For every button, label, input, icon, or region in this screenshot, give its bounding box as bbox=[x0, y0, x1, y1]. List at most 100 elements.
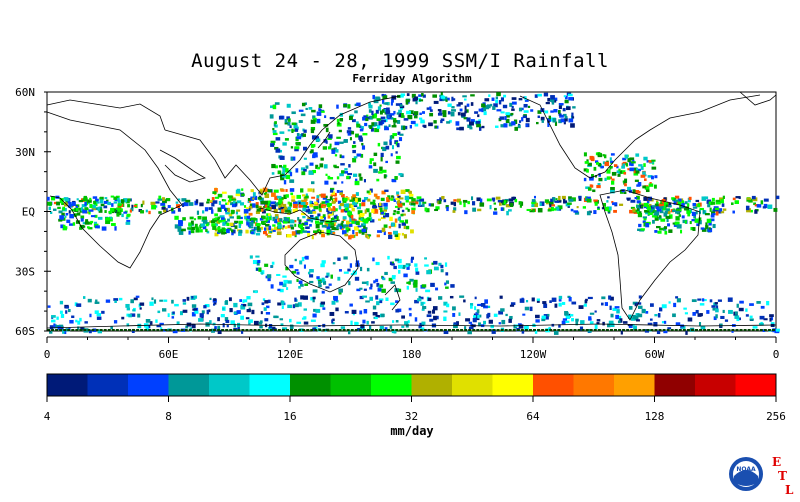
rain-cell bbox=[672, 209, 676, 212]
rain-cell bbox=[494, 125, 499, 128]
lat-label: EQ bbox=[22, 206, 35, 219]
rain-cell bbox=[260, 270, 265, 275]
rain-cell bbox=[164, 208, 168, 212]
rain-cell bbox=[711, 197, 715, 202]
rain-cell bbox=[589, 312, 595, 315]
rain-cell bbox=[270, 143, 275, 147]
rain-cell bbox=[692, 227, 696, 231]
rain-cell bbox=[310, 297, 313, 301]
rain-cell bbox=[265, 223, 270, 227]
rain-cell bbox=[238, 216, 243, 220]
rain-cell bbox=[225, 329, 229, 332]
rain-cell bbox=[384, 206, 388, 210]
rain-cell bbox=[69, 319, 74, 324]
rain-cell bbox=[96, 313, 102, 317]
rain-cell bbox=[575, 318, 579, 322]
rain-cell bbox=[278, 165, 282, 168]
rain-cell bbox=[233, 302, 238, 308]
rain-cell bbox=[658, 329, 662, 332]
rain-cell bbox=[214, 193, 217, 196]
rain-cell bbox=[455, 121, 460, 126]
rain-cell bbox=[408, 190, 412, 194]
rain-cell bbox=[695, 199, 700, 202]
rain-cell bbox=[511, 97, 517, 100]
rain-cell bbox=[510, 112, 514, 116]
rain-cell bbox=[93, 201, 98, 207]
rain-cell bbox=[642, 329, 646, 332]
rain-cell bbox=[343, 103, 347, 108]
rain-cell bbox=[339, 225, 342, 230]
rain-cell bbox=[301, 194, 306, 197]
rain-cell bbox=[310, 149, 314, 153]
rain-cell bbox=[559, 114, 564, 118]
rain-cell bbox=[662, 227, 667, 231]
rain-cell bbox=[622, 163, 626, 168]
rain-cell bbox=[86, 226, 90, 229]
rain-cell bbox=[523, 103, 528, 108]
rain-cell bbox=[85, 197, 88, 202]
rain-cell bbox=[556, 200, 562, 203]
rain-cell bbox=[557, 110, 561, 115]
rain-cell bbox=[126, 219, 131, 223]
rain-cell bbox=[709, 207, 712, 212]
rain-cell bbox=[52, 208, 57, 211]
rain-cell bbox=[691, 211, 695, 217]
rain-cell bbox=[630, 324, 635, 327]
rain-cell bbox=[361, 230, 365, 235]
rain-cell bbox=[257, 259, 261, 264]
rain-cell bbox=[484, 329, 488, 332]
rain-cell bbox=[700, 227, 705, 230]
rain-cell bbox=[607, 196, 610, 199]
rain-cell bbox=[257, 226, 260, 231]
rain-cell bbox=[618, 168, 621, 172]
rain-cell bbox=[94, 310, 99, 314]
rain-cell bbox=[373, 162, 377, 167]
rain-cell bbox=[433, 100, 439, 104]
rain-cell bbox=[211, 328, 215, 333]
rain-cell bbox=[630, 329, 634, 332]
rain-cell bbox=[362, 218, 367, 223]
rain-cell bbox=[336, 136, 341, 139]
rain-cell bbox=[463, 202, 466, 208]
colorbar-swatch bbox=[573, 374, 614, 396]
rain-cell bbox=[105, 217, 111, 220]
rain-cell bbox=[329, 196, 333, 200]
rain-cell bbox=[548, 326, 551, 330]
rain-cell bbox=[548, 115, 552, 120]
rain-cell bbox=[391, 275, 396, 278]
rain-cell bbox=[116, 213, 120, 217]
rain-cell bbox=[125, 303, 130, 308]
rain-cell bbox=[348, 235, 352, 240]
rain-cell bbox=[440, 95, 446, 99]
rain-cell bbox=[49, 330, 53, 334]
rain-cell bbox=[653, 184, 657, 189]
rain-cell bbox=[567, 202, 572, 205]
rain-cell bbox=[386, 107, 390, 112]
rain-cell bbox=[445, 272, 449, 276]
rain-cell bbox=[620, 330, 623, 335]
rain-cell bbox=[475, 317, 480, 321]
rain-cell bbox=[237, 326, 240, 330]
rain-cell bbox=[467, 124, 472, 128]
coast-japan bbox=[317, 131, 331, 149]
rain-cell bbox=[303, 295, 308, 300]
rain-cell bbox=[568, 296, 572, 302]
rain-cell bbox=[246, 296, 251, 300]
rain-cell bbox=[422, 94, 426, 98]
rain-cell bbox=[404, 219, 409, 224]
rain-cell bbox=[574, 211, 580, 215]
rain-cell bbox=[408, 193, 414, 197]
rain-cell bbox=[65, 310, 68, 314]
rain-cell bbox=[728, 309, 733, 314]
rain-cell bbox=[370, 201, 375, 205]
rain-cell bbox=[415, 100, 418, 105]
rain-cell bbox=[213, 329, 217, 332]
rain-cell bbox=[643, 178, 647, 181]
rain-cell bbox=[387, 195, 391, 200]
rain-cell bbox=[291, 122, 297, 126]
rain-cell bbox=[411, 93, 416, 98]
rain-cell bbox=[375, 96, 380, 100]
rain-cell bbox=[349, 199, 354, 202]
rain-cell bbox=[58, 210, 63, 214]
rain-cell bbox=[638, 164, 643, 167]
